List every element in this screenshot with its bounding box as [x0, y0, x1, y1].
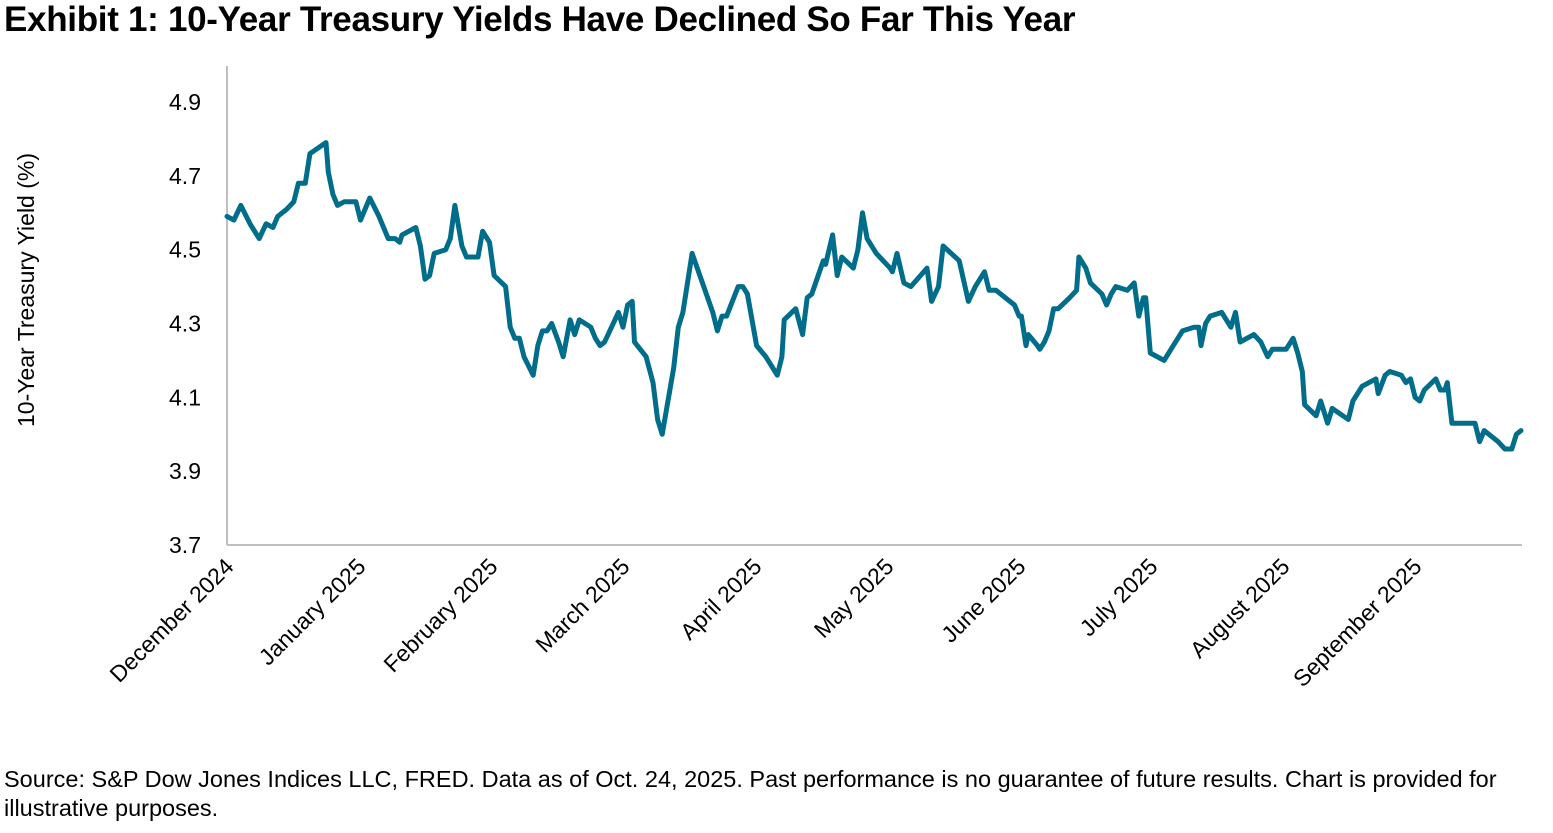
x-tick-label: January 2025: [254, 553, 371, 670]
x-tick-label: December 2024: [104, 553, 238, 687]
series-line: [224, 140, 1524, 452]
y-tick-labels: 3.7 3.9 4.1 4.3 4.5 4.7 4.9: [169, 89, 201, 558]
line-chart: 10-Year Treasury Yield (%) 3.7 3.9 4.1 4.3 4…: [13, 66, 1524, 692]
x-tick-label: August 2025: [1185, 553, 1295, 663]
x-tick-label: June 2025: [936, 553, 1030, 647]
x-tick-label: April 2025: [675, 553, 767, 645]
y-axis-title: 10-Year Treasury Yield (%): [13, 153, 39, 427]
x-tick-label: September 2025: [1288, 553, 1427, 692]
y-axis-title-group: 10-Year Treasury Yield (%): [13, 153, 39, 427]
y-tick-label: 4.1: [169, 384, 201, 410]
source-footnote: Source: S&P Dow Jones Indices LLC, FRED.…: [4, 766, 1497, 821]
chart-title: Exhibit 1: 10-Year Treasury Yields Have …: [4, 0, 1076, 39]
x-tick-label: May 2025: [809, 553, 899, 643]
y-tick-label: 4.5: [169, 237, 201, 263]
x-tick-label: February 2025: [378, 553, 502, 677]
x-tick-label: July 2025: [1075, 553, 1163, 641]
y-tick-label: 4.7: [169, 163, 201, 189]
x-tick-label: March 2025: [530, 553, 634, 657]
x-tick-labels: December 2024 January 2025 February 2025 Ma…: [104, 553, 1426, 692]
y-tick-label: 3.9: [169, 458, 201, 484]
y-tick-label: 4.9: [169, 89, 201, 115]
y-tick-label: 4.3: [169, 311, 201, 337]
y-tick-label: 3.7: [169, 532, 201, 558]
series-group: [224, 140, 1524, 452]
